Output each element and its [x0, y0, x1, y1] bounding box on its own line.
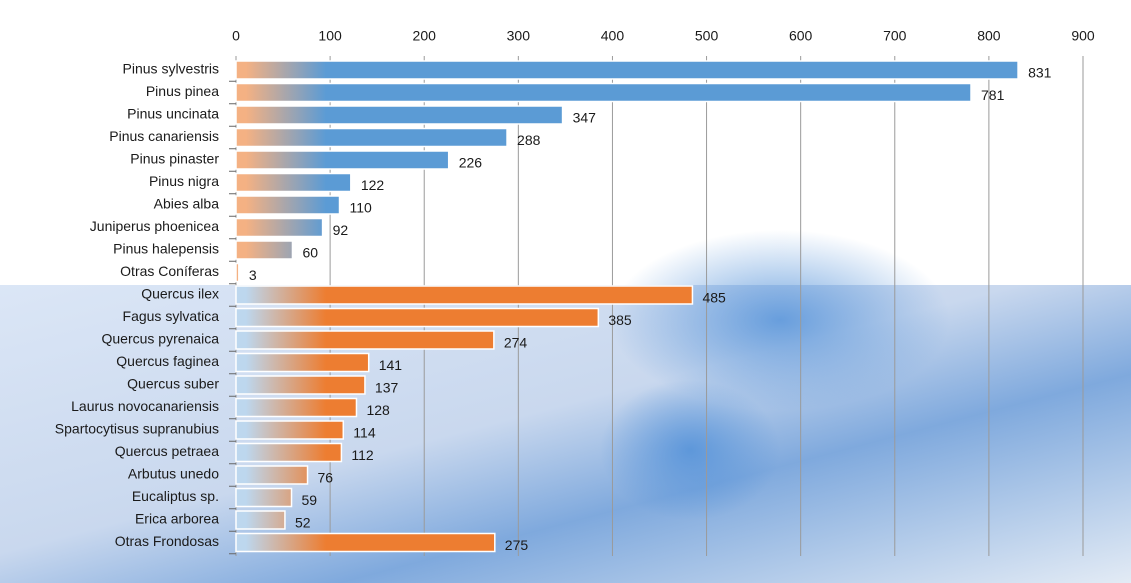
bar: [235, 217, 324, 238]
bar: [235, 532, 496, 553]
bar: [235, 82, 972, 103]
bar: [235, 352, 370, 373]
x-tick-label: 100: [318, 28, 342, 44]
value-label: 128: [366, 402, 390, 418]
y-tick-label: Pinus canariensis: [109, 128, 219, 144]
bar: [235, 307, 600, 328]
y-tick-label: Otras Coníferas: [120, 263, 219, 279]
y-tick-label: Pinus sylvestris: [123, 61, 219, 77]
x-tick-label: 800: [977, 28, 1001, 44]
value-label: 385: [608, 312, 632, 328]
bar: [235, 510, 286, 530]
value-label: 110: [350, 200, 373, 216]
y-tick-label: Laurus novocanariensis: [71, 398, 219, 414]
bar: [235, 172, 352, 193]
bar: [235, 397, 358, 418]
y-tick-label: Eucaliptus sp.: [132, 488, 219, 504]
y-tick-label: Arbutus unedo: [128, 466, 219, 482]
bar: [235, 465, 309, 485]
value-label: 137: [375, 380, 399, 396]
value-label: 288: [517, 132, 541, 148]
y-tick-label: Quercus ilex: [141, 286, 219, 302]
bar: [235, 442, 343, 463]
y-tick-label: Quercus pyrenaica: [101, 331, 219, 347]
y-tick-label: Quercus suber: [127, 376, 219, 392]
y-tick-label: Pinus uncinata: [127, 106, 219, 122]
y-tick-label: Erica arborea: [135, 511, 219, 527]
x-tick-label: 500: [695, 28, 719, 44]
y-tick-label: Abies alba: [154, 196, 220, 212]
bar: [235, 105, 564, 125]
x-tick-label: 200: [413, 28, 437, 44]
value-label: 274: [504, 335, 528, 351]
value-label: 114: [353, 425, 376, 441]
plot: 0 100 200 300 400 500 600 700 800 900 Pinus sylves…: [55, 28, 1095, 556]
y-tick-label: Fagus sylvatica: [123, 308, 220, 324]
y-tick-label: Quercus petraea: [115, 443, 219, 459]
value-label: 52: [295, 515, 311, 531]
value-label: 112: [351, 447, 374, 463]
bar: [235, 150, 450, 170]
value-label: 781: [981, 87, 1005, 103]
value-label: 347: [573, 110, 597, 126]
value-label: 122: [361, 177, 385, 193]
y-tick-label: Juniperus phoenicea: [90, 218, 219, 234]
y-tick-label: Pinus pinaster: [130, 151, 219, 167]
bar: [235, 330, 495, 350]
background-cloud: [610, 230, 950, 410]
y-tick-label: Spartocytisus supranubius: [55, 421, 219, 437]
bar: [235, 240, 294, 260]
background-cloud: [600, 380, 780, 520]
bar: [235, 285, 694, 305]
x-tick-label: 700: [883, 28, 907, 44]
x-tick-label: 0: [232, 28, 240, 44]
bar: [235, 262, 240, 283]
value-label: 141: [379, 357, 403, 373]
value-label: 3: [249, 267, 257, 283]
x-tick-label: 600: [789, 28, 813, 44]
bar: [235, 375, 366, 395]
bar: [235, 487, 293, 508]
bar: [235, 420, 345, 440]
value-label: 485: [702, 290, 726, 306]
value-label: 60: [302, 245, 318, 261]
value-label: 226: [459, 155, 483, 171]
y-tick-label: Quercus faginea: [116, 353, 219, 369]
x-tick-label: 300: [507, 28, 531, 44]
value-label: 831: [1028, 65, 1052, 81]
y-tick-label: Pinus halepensis: [113, 241, 219, 257]
value-label: 275: [505, 537, 529, 553]
y-tick-label: Otras Frondosas: [115, 533, 219, 549]
y-tick-label: Pinus pinea: [146, 83, 219, 99]
bar: [235, 60, 1019, 80]
x-tick-label: 400: [601, 28, 625, 44]
value-label: 76: [318, 470, 334, 486]
bar: [235, 127, 508, 148]
x-tick-label: 900: [1071, 28, 1095, 44]
bar: [235, 195, 341, 215]
value-label: 92: [333, 222, 349, 238]
value-label: 59: [302, 492, 318, 508]
y-tick-label: Pinus nigra: [149, 173, 219, 189]
